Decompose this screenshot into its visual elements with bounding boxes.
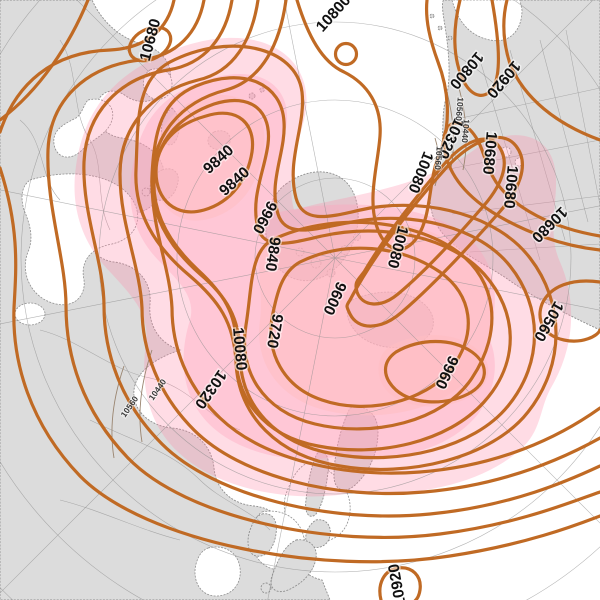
island-svalbard — [248, 92, 256, 100]
island-svalbard-2 — [259, 87, 265, 93]
contour-10920-corner — [0, 0, 90, 122]
contour-9960 — [150, 76, 536, 460]
contour-label: 10560 — [433, 146, 445, 171]
contour-10560 — [82, 0, 600, 518]
contour-10320 — [150, 0, 600, 475]
island-ireland — [141, 187, 151, 197]
shade-bright-japan — [378, 335, 489, 407]
contour-10080 — [134, 44, 558, 472]
contour-10800-left — [0, 0, 176, 134]
contour-10800-high — [333, 41, 359, 67]
contour-10800-south — [0, 166, 600, 564]
island-aleutian — [447, 35, 453, 41]
contour-9960-japan — [383, 339, 486, 404]
island-honshu — [270, 539, 317, 593]
landmass-eurasia — [0, 0, 331, 600]
island-kyushu — [260, 582, 272, 594]
contour-10440 — [118, 0, 600, 496]
contour-ridge-wrap — [295, 0, 449, 251]
low-height-shading-layer — [74, 37, 572, 497]
contour-label: 10080 — [229, 327, 250, 371]
contour-9600 — [269, 246, 470, 408]
contour-10800-na — [453, 0, 501, 97]
contour-10680 — [46, 0, 600, 539]
contour-label: 10680 — [479, 131, 500, 175]
contour-label: 10440 — [460, 119, 472, 144]
contour-10920-na — [502, 0, 600, 142]
contour-label: 10560 — [454, 97, 466, 122]
contour-10680-loop — [127, 25, 173, 63]
sea-caspian — [14, 302, 46, 326]
sea-white-sea — [143, 68, 173, 100]
contour-10920-loop — [378, 566, 422, 600]
contour-label: 10680 — [500, 165, 521, 209]
contour-9840 — [152, 98, 512, 452]
island-aleutian — [437, 25, 443, 31]
contour-10680-na — [442, 121, 600, 252]
sea-yellow — [194, 546, 241, 597]
contour-label: 9720 — [263, 313, 286, 350]
island-aleutian — [429, 13, 435, 19]
contour-10560-tongue — [538, 279, 600, 343]
